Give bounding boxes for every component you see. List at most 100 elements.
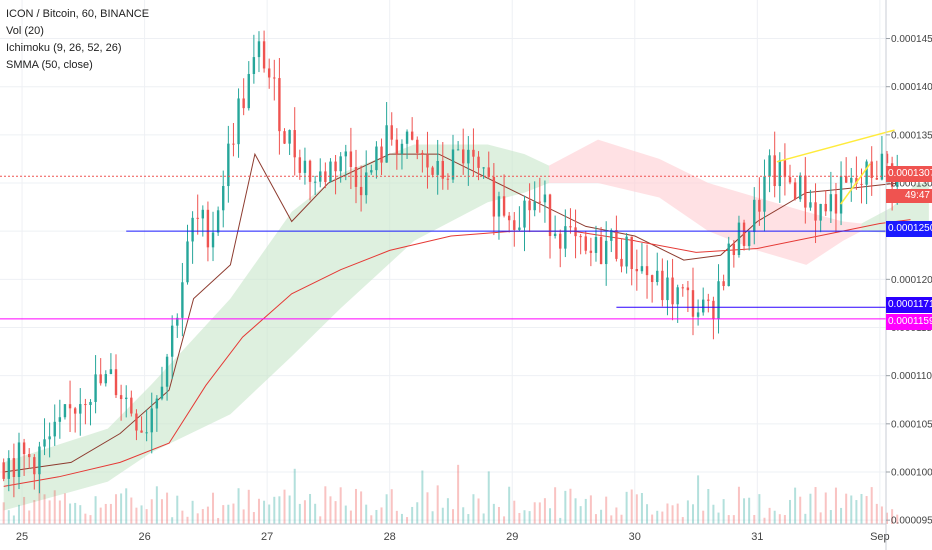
volume-bar	[2, 502, 5, 524]
volume-bar	[829, 510, 832, 524]
volume-bar	[855, 500, 858, 524]
candle-body	[676, 287, 679, 305]
candle-body	[870, 161, 873, 178]
candle-body	[533, 201, 536, 211]
candle-body	[426, 154, 429, 168]
candle-body	[768, 155, 771, 177]
candle-body	[58, 417, 62, 422]
candle-body	[201, 209, 205, 219]
volume-bar	[834, 487, 837, 524]
volume-bar	[181, 510, 184, 524]
candle-body	[359, 186, 363, 196]
volume-bar	[824, 492, 827, 524]
candle-body	[497, 196, 501, 217]
candle-body	[737, 222, 741, 256]
volume-bar	[446, 498, 449, 524]
volume-bar	[702, 510, 705, 524]
candle-body	[7, 458, 10, 479]
candle-body	[462, 149, 465, 164]
candle-body	[354, 167, 358, 187]
candle-body	[804, 175, 807, 208]
level-label-0001159[interactable]: 0.0001159	[886, 314, 932, 330]
volume-bar	[707, 489, 710, 524]
candle-body	[308, 160, 312, 182]
volume-bar	[783, 515, 786, 524]
candle-body	[543, 194, 547, 203]
volume-bar	[503, 516, 506, 524]
volume-bar	[518, 512, 521, 524]
volume-bar	[804, 513, 807, 524]
volume-bar	[748, 497, 751, 524]
candle-body	[130, 397, 133, 414]
candle-body	[125, 397, 128, 400]
candle-body	[691, 290, 695, 317]
candle-body	[155, 398, 159, 409]
volume-bar	[809, 493, 812, 524]
volume-bar	[7, 510, 10, 524]
level-label-0001250[interactable]: 0.0001250	[886, 221, 932, 237]
candle-body	[564, 226, 567, 249]
volume-bar	[370, 515, 373, 524]
candle-body	[160, 386, 164, 399]
time-axis-tick-label: 25	[16, 531, 28, 543]
candle-body	[242, 98, 245, 109]
volume-bar	[237, 488, 240, 524]
candle-body	[344, 151, 347, 157]
volume-bar	[492, 503, 495, 524]
candle-body	[349, 151, 353, 168]
candle-body	[860, 183, 863, 185]
candle-body	[12, 458, 16, 477]
volume-bar	[160, 499, 163, 524]
volume-bar	[436, 485, 439, 524]
volume-bar	[38, 467, 41, 524]
volume-bar	[400, 513, 403, 524]
candle-body	[375, 146, 378, 171]
volume-bar	[130, 497, 133, 524]
candle-body	[783, 160, 787, 178]
candle-body	[819, 203, 822, 221]
volume-bar	[462, 507, 465, 524]
volume-bar	[794, 487, 797, 524]
level-label-0001171[interactable]: 0.0001171	[886, 297, 932, 313]
candle-body	[553, 233, 557, 236]
volume-bar	[390, 489, 393, 524]
volume-bar	[528, 511, 531, 524]
last-price-label: 0.0001307	[886, 166, 932, 182]
volume-bar	[538, 502, 541, 524]
volume-bar	[452, 509, 455, 524]
candle-body	[63, 404, 67, 418]
time-axis-tick-label: 28	[384, 531, 396, 543]
volume-bar	[74, 502, 77, 524]
volume-bar	[125, 488, 128, 524]
candle-body	[186, 241, 189, 283]
candle-body	[666, 277, 669, 301]
volume-bar	[406, 517, 409, 524]
volume-bar	[457, 464, 460, 524]
candle-body	[456, 149, 460, 151]
volume-bar	[559, 517, 562, 524]
candle-body	[548, 194, 552, 236]
candle-body	[487, 167, 490, 177]
candle-body	[73, 408, 77, 414]
candle-body	[145, 432, 148, 434]
volume-bar	[69, 503, 72, 524]
volume-bar	[768, 507, 771, 524]
volume-bar	[395, 510, 398, 524]
volume-bar	[840, 507, 843, 524]
smma-line	[3, 219, 911, 487]
candle-body	[696, 312, 700, 317]
candle-body	[165, 356, 169, 387]
candle-body	[17, 442, 21, 477]
candle-body	[395, 139, 399, 155]
volume-bar	[620, 514, 623, 524]
volume-bar	[416, 502, 419, 524]
candle-body	[79, 404, 82, 414]
volume-bar	[615, 507, 618, 524]
volume-bar	[758, 494, 761, 524]
candle-body	[523, 200, 526, 228]
candle-body	[650, 275, 654, 283]
volume-bar	[487, 471, 490, 524]
